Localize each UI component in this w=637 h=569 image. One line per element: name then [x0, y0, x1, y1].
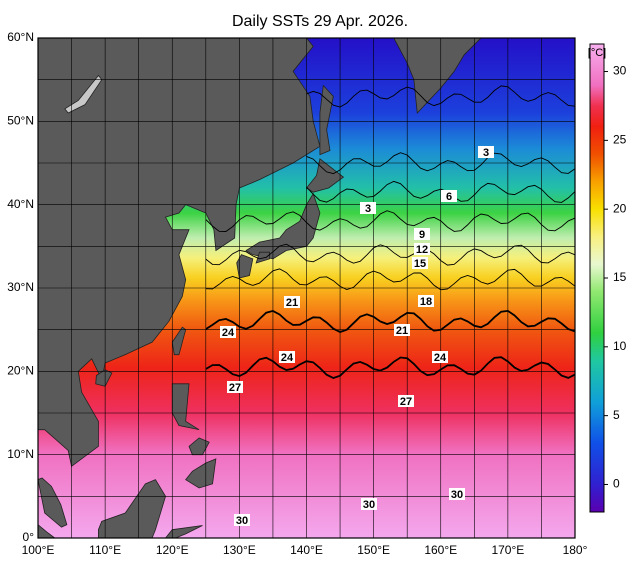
lat-label: 30°N	[7, 280, 34, 294]
land	[37, 37, 482, 539]
colorbar-tick-label: 10	[613, 339, 627, 353]
contour-label-box	[361, 498, 377, 510]
contour-label-box	[227, 381, 243, 393]
landmass	[305, 158, 345, 193]
lon-label: 160°E	[424, 543, 457, 557]
contour-label: 30	[363, 499, 375, 511]
lat-label: 50°N	[7, 114, 34, 128]
landmass	[245, 192, 321, 260]
lon-label: 110°E	[89, 543, 121, 557]
isotherm	[205, 268, 576, 291]
isotherm	[205, 210, 576, 232]
lon-label: 180°	[563, 543, 588, 557]
colorbar	[589, 43, 605, 513]
contour-label-box	[418, 295, 434, 307]
landmass	[255, 251, 270, 264]
isotherm	[205, 309, 576, 333]
lat-label: 40°N	[7, 197, 34, 211]
lon-label: 170°E	[491, 543, 524, 557]
lat-label: 60°N	[7, 30, 34, 44]
lon-label: 120°E	[156, 543, 189, 557]
lon-label: 100°E	[22, 543, 55, 557]
colorbar-tick-label: 15	[613, 270, 627, 284]
contour-label: 24	[281, 352, 294, 364]
contour-label-box	[412, 257, 428, 269]
contour-label: 15	[414, 258, 426, 270]
contour-label: 21	[396, 325, 408, 337]
contour-label-box	[279, 351, 295, 363]
colorbar-tick-label: 20	[613, 201, 627, 215]
contour-label: 27	[229, 382, 241, 394]
colorbar-tick-label: 0	[613, 477, 620, 491]
isotherm	[205, 356, 576, 379]
landmass	[236, 254, 254, 279]
lon-label: 150°E	[357, 543, 390, 557]
contour-label-box	[441, 190, 457, 202]
lon-label: 130°E	[223, 543, 256, 557]
colorbar-unit: [°C]	[588, 47, 606, 59]
lon-label: 140°E	[290, 543, 323, 557]
landmass	[171, 326, 187, 356]
contour-label: 30	[451, 489, 463, 501]
contour-label-box	[394, 324, 410, 336]
contour-label: 3	[483, 147, 489, 159]
contour-label: 21	[286, 297, 298, 309]
contours: 3 6 3 9 12 15 21 18 24 21 24 24 27 27 30 30 30	[205, 85, 576, 527]
map-frame	[37, 37, 576, 539]
contour-label: 27	[400, 396, 412, 408]
contour-label-box	[449, 488, 465, 500]
contour-label: 18	[420, 296, 432, 308]
title: Daily SSTs 29 Apr. 2026.	[232, 13, 408, 30]
contour-label: 6	[446, 191, 452, 203]
contour-label-box	[478, 146, 494, 158]
lat-label: 10°N	[7, 447, 34, 461]
contour-label: 24	[222, 327, 235, 339]
isotherm	[306, 85, 576, 108]
contour-label-box	[432, 351, 448, 363]
contour-label-box	[284, 296, 300, 308]
contour-label: 9	[419, 229, 425, 241]
landmass	[185, 458, 217, 489]
colorbar-tick-label: 5	[613, 408, 620, 422]
contour-label-box	[414, 228, 430, 240]
isotherm	[306, 152, 576, 175]
contour-label: 30	[236, 515, 248, 527]
contour-label-box	[398, 395, 414, 407]
contour-label: 12	[416, 244, 428, 256]
contour-label: 3	[365, 203, 371, 215]
landmass	[37, 37, 321, 468]
contour-label-box	[234, 514, 250, 526]
contour-label: 24	[434, 352, 447, 364]
lat-label: 0°	[23, 530, 35, 544]
landmass	[37, 477, 68, 528]
contour-label-box	[220, 326, 236, 338]
colorbar-tick-label: 25	[613, 133, 627, 147]
isotherm	[205, 243, 576, 266]
isotherm	[306, 180, 576, 203]
contour-label-box	[414, 243, 430, 255]
contour-label-box	[360, 202, 376, 214]
lat-label: 20°N	[7, 364, 34, 378]
colorbar-tick-label: 30	[613, 64, 627, 78]
